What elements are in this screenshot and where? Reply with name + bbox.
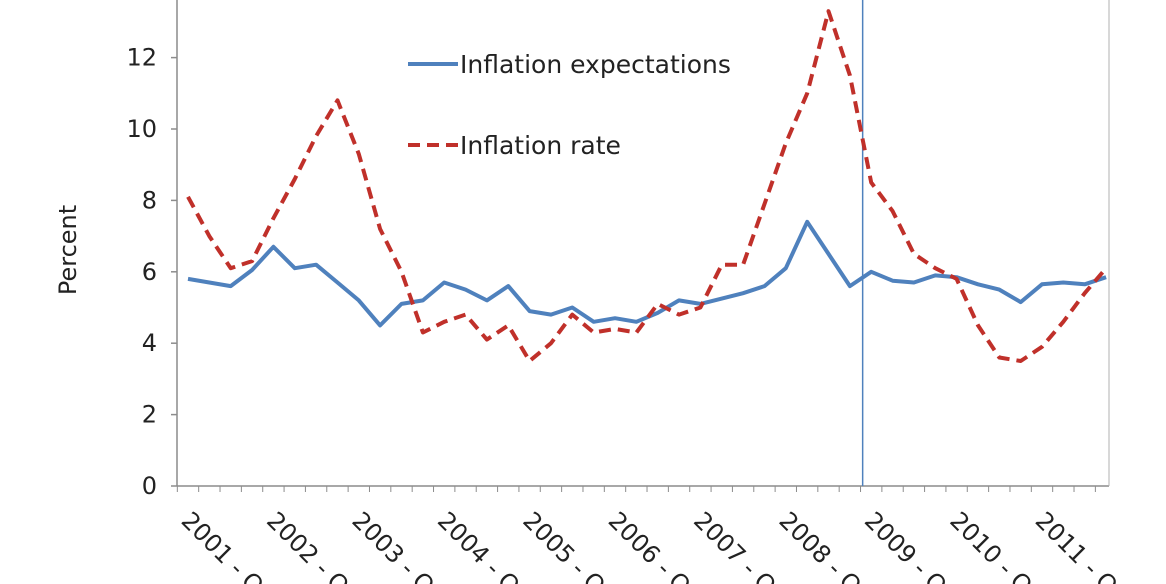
series-line-inflation-expectations (187, 219, 1107, 328)
y-tick-label: 2 (142, 401, 157, 429)
y-axis-label: Percent (54, 205, 82, 295)
x-tick-label: 2002 - Q (261, 506, 354, 584)
x-tick-label: 2001 - Q (176, 506, 269, 584)
x-tick-label: 2007 - Q (688, 506, 781, 584)
series-layer (186, 9, 1108, 363)
y-tick-label: 12 (126, 44, 157, 72)
legend: Inflation expectations Inflation rate (408, 50, 731, 160)
y-tick-label: 6 (142, 258, 157, 286)
y-tick-label: 4 (142, 329, 157, 357)
legend-label: Inflation expectations (460, 50, 731, 79)
series-line-inflation-rate (186, 9, 1108, 363)
y-tick-label: 8 (142, 186, 157, 214)
x-tick-label: 2003 - Q (347, 506, 440, 584)
x-tick-label: 2005 - Q (517, 506, 610, 584)
x-tick-label: 2008 - Q (774, 506, 867, 584)
y-axis-ticks: 0 2 4 6 8 10 12 (126, 44, 177, 500)
x-tick-label: 2010 - Q (944, 506, 1037, 584)
legend-label: Inflation rate (460, 131, 621, 160)
y-tick-label: 10 (126, 115, 157, 143)
y-tick-label: 0 (142, 472, 157, 500)
x-tick-label: 2006 - Q (603, 506, 696, 584)
x-tick-label: 2009 - Q (859, 506, 952, 584)
x-tick-label: 2011 - Q (1030, 506, 1123, 584)
axes (176, 0, 1110, 487)
x-tick-label: 2004 - Q (432, 506, 525, 584)
